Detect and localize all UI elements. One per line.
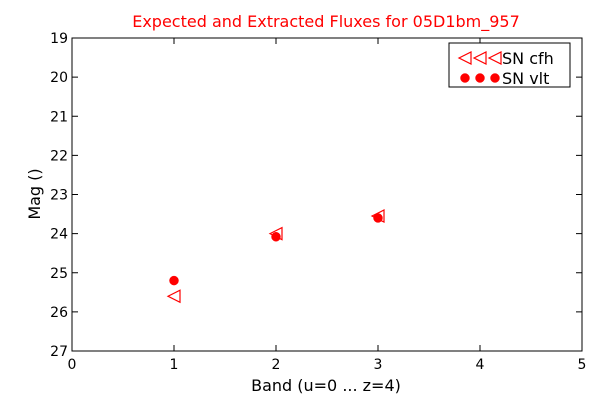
x-tick-label: 4 bbox=[476, 357, 485, 373]
legend-label: SN vlt bbox=[502, 69, 549, 88]
x-tick-label: 0 bbox=[68, 357, 77, 373]
legend-label: SN cfh bbox=[502, 49, 554, 68]
point-sn-vlt bbox=[373, 213, 383, 223]
legend-marker-sn-cfh bbox=[487, 51, 502, 65]
y-tick-label: 24 bbox=[50, 227, 68, 243]
point-sn-cfh bbox=[166, 289, 181, 304]
x-tick-label: 3 bbox=[374, 357, 383, 373]
y-tick-label: 25 bbox=[50, 266, 68, 282]
y-tick-label: 23 bbox=[50, 188, 68, 204]
marks-layer bbox=[166, 209, 385, 304]
y-tick-label: 21 bbox=[50, 109, 68, 125]
legend-item: SN cfh bbox=[457, 49, 554, 68]
x-axis-label: Band (u=0 ... z=4) bbox=[251, 376, 401, 395]
y-tick-label: 27 bbox=[50, 344, 68, 360]
y-axis-label: Mag () bbox=[25, 168, 44, 219]
x-tick-label: 5 bbox=[578, 357, 587, 373]
legend-marker-sn-cfh bbox=[457, 51, 472, 65]
legend-marker-sn-vlt bbox=[460, 73, 470, 83]
point-sn-vlt bbox=[271, 232, 281, 242]
y-tick-label: 19 bbox=[50, 31, 68, 47]
y-tick-label: 22 bbox=[50, 148, 68, 164]
legend-marker-sn-vlt bbox=[490, 73, 500, 83]
point-sn-vlt bbox=[169, 275, 179, 286]
y-tick-label: 20 bbox=[50, 70, 68, 86]
legend-item: SN vlt bbox=[460, 69, 549, 88]
y-tick-label: 26 bbox=[50, 305, 68, 321]
chart-title: Expected and Extracted Fluxes for 05D1bm… bbox=[132, 12, 520, 32]
legend-marker-sn-cfh bbox=[472, 51, 487, 65]
x-tick-label: 1 bbox=[170, 357, 179, 373]
plot-area-frame bbox=[71, 37, 583, 352]
legend-marker-sn-vlt bbox=[475, 73, 485, 83]
x-tick-label: 2 bbox=[272, 357, 281, 373]
